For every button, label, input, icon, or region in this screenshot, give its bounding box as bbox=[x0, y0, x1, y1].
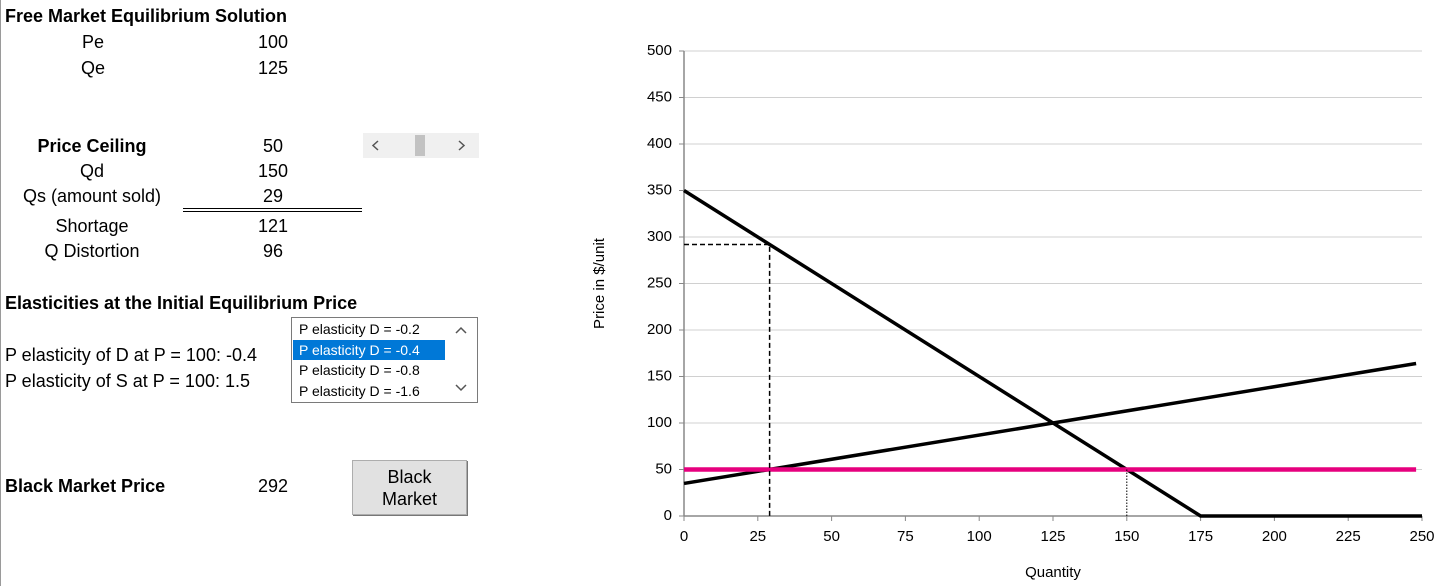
y-tick-label: 400 bbox=[647, 135, 672, 152]
row-value: 150 bbox=[257, 161, 289, 181]
scrollbar[interactable] bbox=[363, 133, 479, 158]
listbox[interactable]: P elasticity D = -0.2 P elasticity D = -0… bbox=[291, 317, 478, 403]
y-tick-label: 350 bbox=[647, 181, 672, 198]
row-label: Pe bbox=[81, 32, 105, 52]
row-value: 292 bbox=[257, 476, 289, 496]
elasticity-line: P elasticity of D at P = 100: -0.4 bbox=[5, 345, 257, 365]
y-tick-label: 50 bbox=[655, 460, 672, 477]
x-tick-label: 125 bbox=[1040, 528, 1065, 545]
black-market-button[interactable]: Black Market bbox=[352, 460, 467, 515]
listbox-option[interactable]: P elasticity D = -1.6 bbox=[299, 382, 420, 399]
chart: 0 50 100 150 200 250 300 350 400 450 500 0 25 50 75 100… bbox=[591, 42, 1435, 581]
sheet-border bbox=[0, 0, 1, 586]
row-value: 125 bbox=[257, 58, 289, 78]
series-line bbox=[683, 189, 1422, 518]
y-tick-label: 0 bbox=[664, 507, 672, 524]
x-axis-label: Quantity bbox=[1025, 564, 1081, 581]
row-value: 29 bbox=[262, 186, 284, 206]
row-label: Black Market Price bbox=[5, 476, 166, 496]
x-tick-label: 200 bbox=[1262, 528, 1287, 545]
section-title: Free Market Equilibrium Solution bbox=[5, 6, 288, 26]
series-line bbox=[683, 361, 1417, 486]
x-tick-label: 225 bbox=[1336, 528, 1361, 545]
row-label: Price Ceiling bbox=[37, 136, 147, 156]
y-tick-label: 450 bbox=[647, 88, 672, 105]
y-tick-label: 300 bbox=[647, 228, 672, 245]
y-axis-label: Price in $/unit bbox=[591, 237, 608, 329]
row-label: Qe bbox=[80, 58, 106, 78]
listbox-arrows bbox=[455, 326, 467, 392]
x-tick-label: 250 bbox=[1409, 528, 1434, 545]
y-tick-label: 250 bbox=[647, 274, 672, 291]
scroll-right[interactable] bbox=[458, 140, 466, 151]
x-tick-label: 50 bbox=[823, 528, 840, 545]
row-label: Q Distortion bbox=[44, 241, 140, 261]
row-value: 121 bbox=[257, 216, 289, 236]
y-tick-label: 100 bbox=[647, 414, 672, 431]
row-label: Qd bbox=[79, 161, 105, 181]
section-title: Elasticities at the Initial Equilibrium … bbox=[5, 293, 358, 313]
y-tick-label: 500 bbox=[647, 42, 672, 59]
x-tick-label: 100 bbox=[967, 528, 992, 545]
scrollbar-arrows bbox=[371, 135, 466, 156]
elasticity-line: P elasticity of S at P = 100: 1.5 bbox=[5, 371, 250, 391]
x-tick-label: 75 bbox=[897, 528, 914, 545]
listbox-option[interactable]: P elasticity D = -0.8 bbox=[299, 362, 420, 378]
row-label: Shortage bbox=[55, 216, 129, 236]
list-down[interactable] bbox=[455, 384, 467, 392]
listbox-option[interactable]: P elasticity D = -0.2 bbox=[299, 321, 420, 337]
x-tick-label: 25 bbox=[749, 528, 766, 545]
scroll-left[interactable] bbox=[371, 140, 379, 151]
listbox-option[interactable]: P elasticity D = -0.4 bbox=[293, 339, 445, 360]
x-tick-label: 150 bbox=[1114, 528, 1139, 545]
y-tick-label: 150 bbox=[647, 367, 672, 384]
double-underline bbox=[183, 208, 362, 212]
row-value: 50 bbox=[262, 136, 284, 156]
series-line bbox=[684, 243, 771, 516]
y-tick-label: 200 bbox=[647, 321, 672, 338]
list-up[interactable] bbox=[455, 326, 467, 334]
x-tick-label: 0 bbox=[680, 528, 688, 545]
x-tick-label: 175 bbox=[1188, 528, 1213, 545]
row-value: 100 bbox=[257, 32, 289, 52]
row-label: Qs (amount sold) bbox=[22, 186, 162, 206]
row-value: 96 bbox=[262, 241, 284, 261]
scroll-thumb[interactable] bbox=[415, 135, 425, 156]
